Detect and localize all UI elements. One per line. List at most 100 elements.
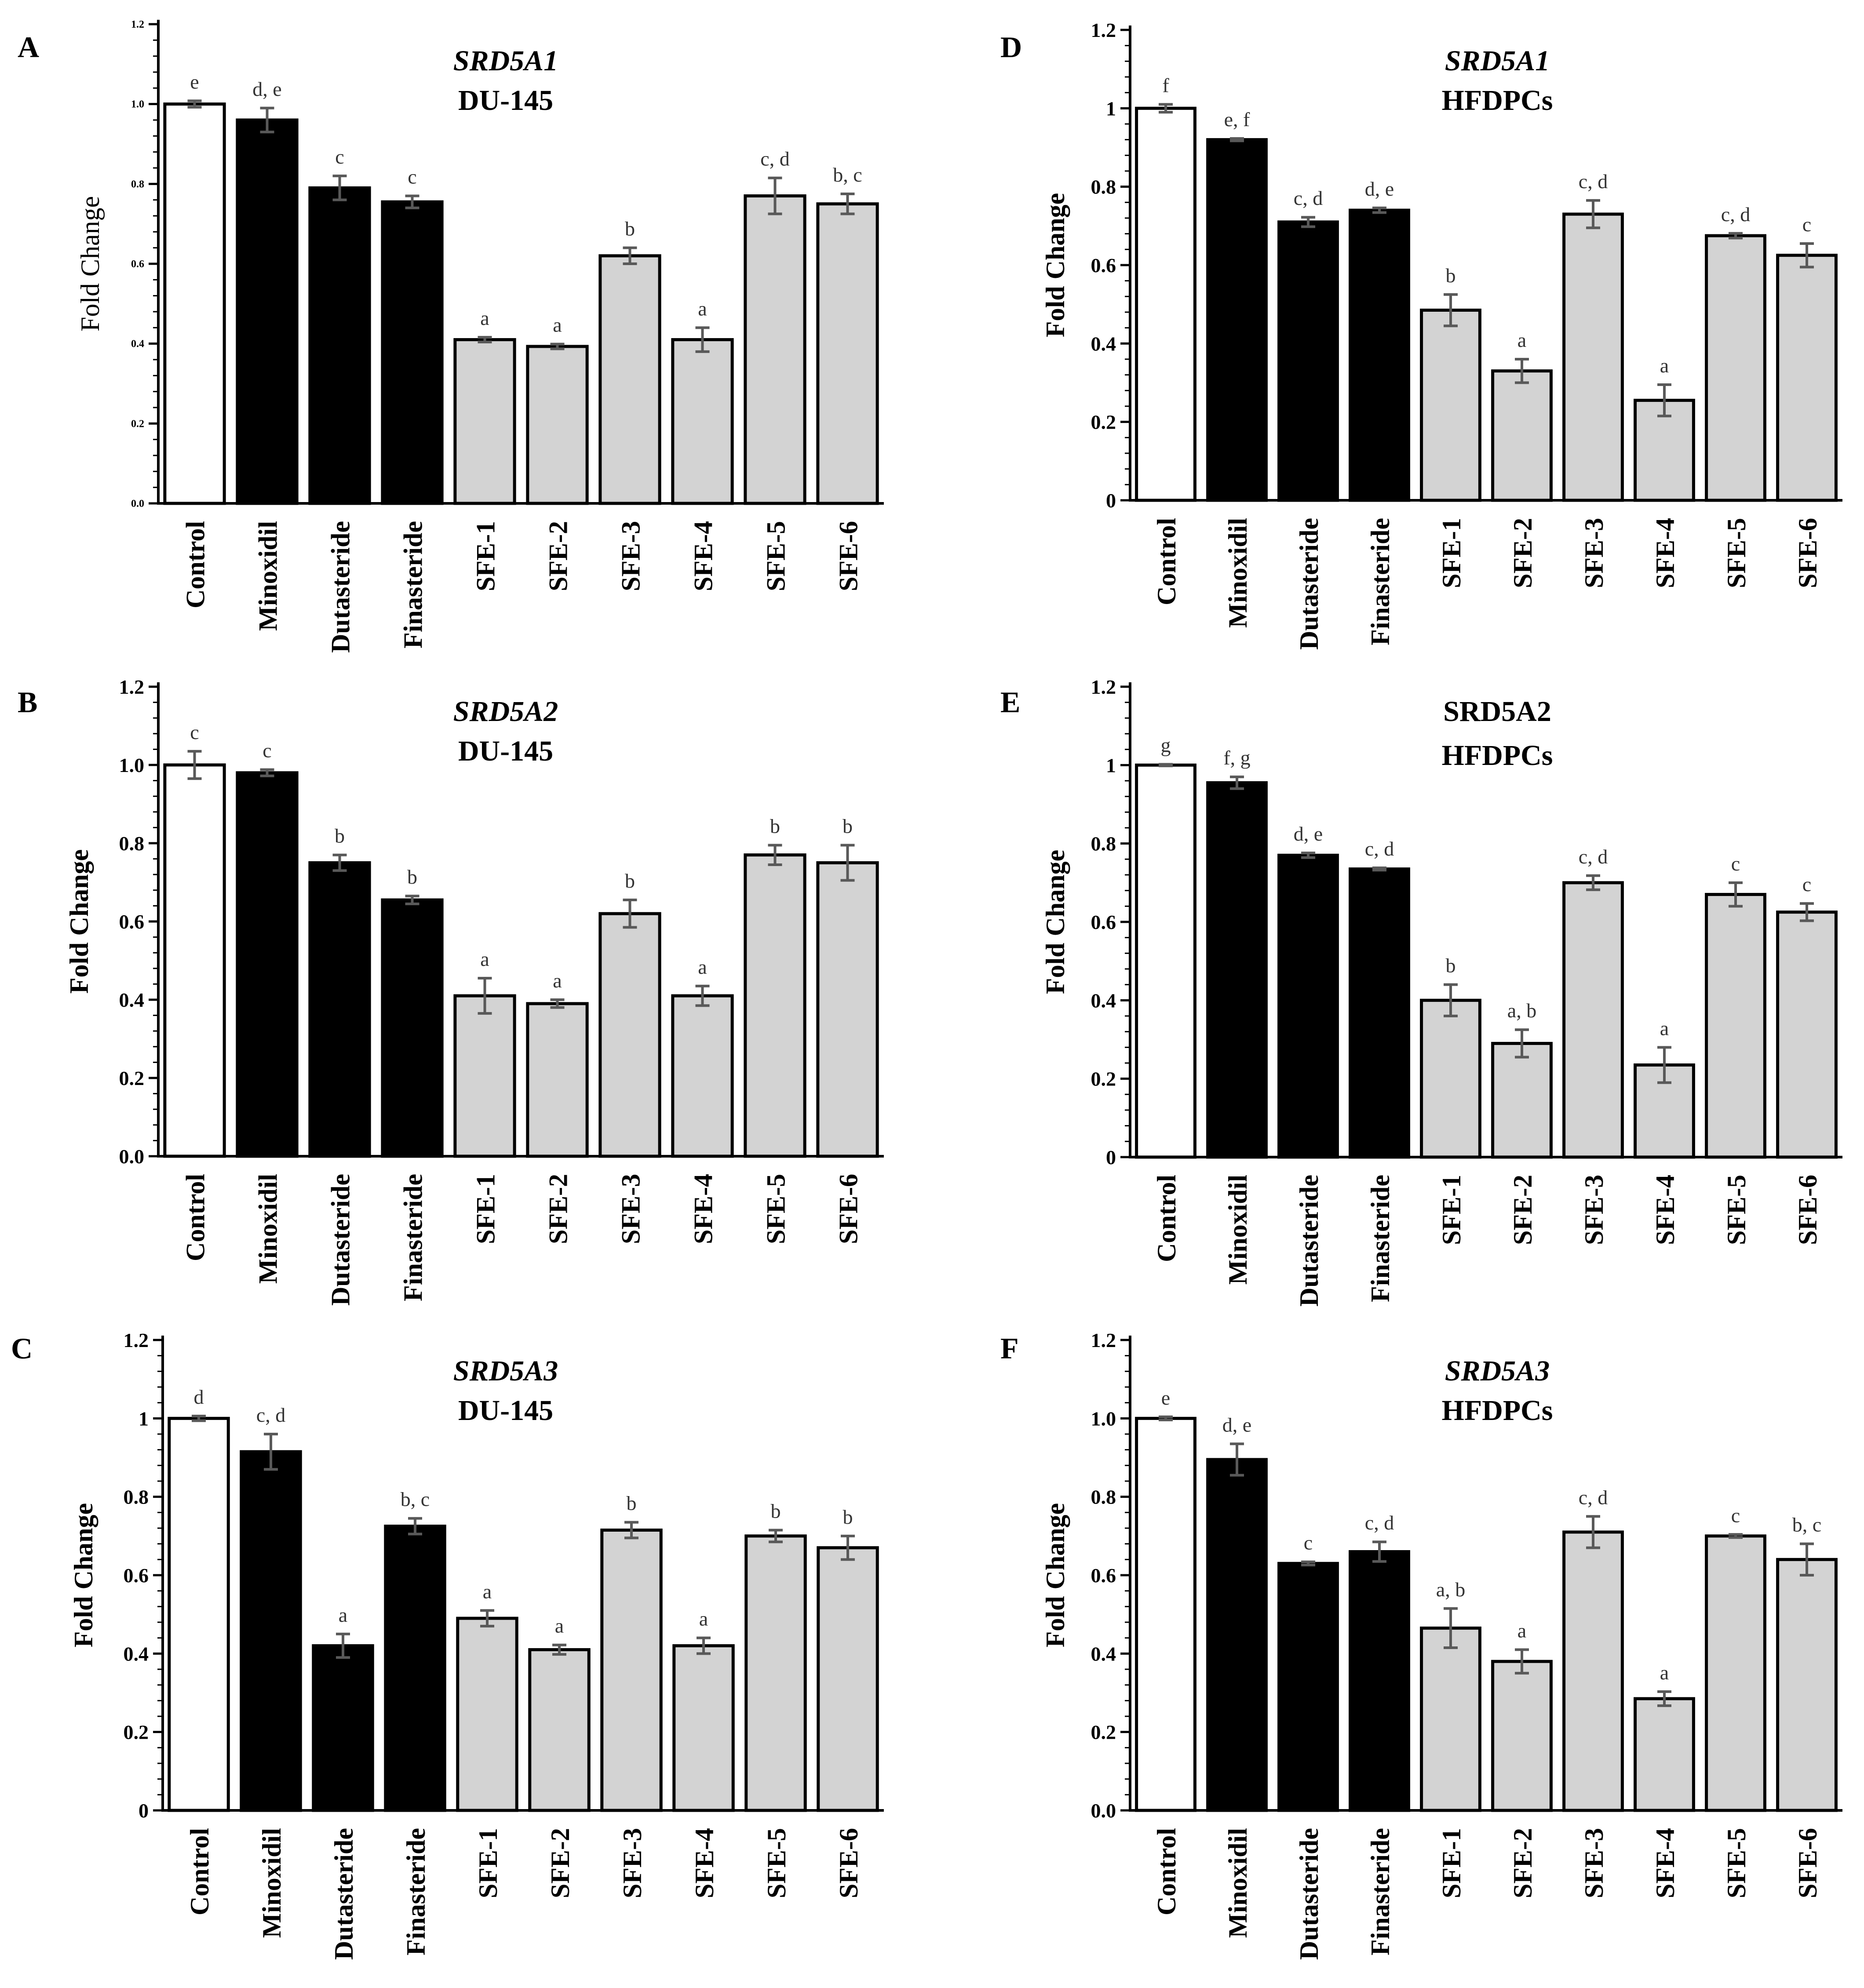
bar-sfe-4	[671, 338, 734, 505]
bar-minoxidil	[1206, 138, 1268, 502]
x-tick-label: SFE-3	[616, 521, 646, 591]
significance-label: c, d	[1579, 170, 1608, 193]
significance-label: a	[480, 307, 489, 329]
significance-label: a	[339, 1604, 347, 1626]
x-tick-label: Finasteride	[399, 521, 428, 648]
bar-sfe-6	[1776, 254, 1838, 502]
y-tick-label: 0.2	[131, 418, 144, 430]
bar-sfe-1	[453, 994, 516, 1158]
significance-label: e, f	[1224, 108, 1250, 131]
bar-dutasteride	[1277, 1562, 1339, 1812]
y-tick-label: 0	[1106, 1146, 1116, 1169]
bar-sfe-5	[1705, 1534, 1766, 1812]
bar-sfe-3	[598, 912, 661, 1158]
bar-dutasteride	[312, 1644, 374, 1812]
x-tick-label: SFE-6	[1793, 1828, 1822, 1898]
significance-label: b	[843, 1506, 853, 1528]
y-tick-label: 0.4	[119, 989, 145, 1011]
chart-panel-c: C SRD5A3 DU-145 Fold Change 0 0.2 0.4 0.6 0.8 1 1.…	[11, 1329, 884, 1960]
significance-label: b	[625, 870, 635, 892]
bar-control	[1135, 106, 1196, 502]
bar-minoxidil	[1206, 1458, 1268, 1812]
bar-sfe-4	[672, 1644, 735, 1812]
significance-label: c	[1731, 852, 1740, 875]
significance-label: b	[335, 825, 345, 847]
significance-label: b	[1446, 954, 1456, 977]
y-tick-label: 0.2	[1091, 1721, 1116, 1744]
chart-title: SRD5A2	[453, 695, 558, 728]
x-tick-label: Finasteride	[399, 1174, 428, 1301]
chart-title: SRD5A2	[1443, 695, 1551, 728]
y-tick-label: 1.2	[124, 1329, 149, 1351]
bar-sfe-3	[1562, 1530, 1624, 1812]
y-tick-label: 0.8	[1091, 1486, 1116, 1508]
y-tick-label: 0	[139, 1799, 149, 1822]
y-tick-label: 0.2	[124, 1721, 149, 1744]
panel-letter: E	[1000, 685, 1020, 719]
y-tick-label: 0.6	[131, 259, 144, 270]
significance-label: a	[699, 1608, 708, 1630]
significance-label: d, e	[1294, 823, 1323, 845]
bar-sfe-1	[453, 338, 516, 505]
significance-label: b	[627, 1492, 637, 1515]
x-tick-label: Control	[181, 1174, 210, 1261]
x-tick-label: Control	[181, 521, 210, 608]
significance-label: a	[1517, 329, 1526, 351]
bar-sfe-4	[1634, 1697, 1695, 1812]
significance-label: c	[1304, 1532, 1313, 1554]
panel-letter: D	[1000, 30, 1022, 64]
bar-sfe-1	[456, 1617, 518, 1812]
y-tick-label: 1	[1106, 97, 1116, 120]
significance-label: b	[770, 815, 780, 837]
x-tick-label: Finasteride	[401, 1828, 430, 1955]
significance-label: d, e	[1365, 178, 1394, 200]
y-tick-label: 0.6	[1091, 254, 1116, 277]
y-tick-label: 1	[139, 1407, 149, 1430]
bar-minoxidil	[1206, 781, 1268, 1159]
significance-label: e	[190, 70, 199, 93]
x-tick-label: SFE-1	[471, 521, 500, 591]
x-tick-label: Minoxidil	[257, 1828, 286, 1938]
x-tick-label: SFE-5	[762, 1174, 791, 1244]
bar-control	[1135, 763, 1196, 1159]
significance-label: b	[771, 1500, 781, 1522]
bar-control	[168, 1416, 230, 1812]
y-tick-label: 0.8	[1091, 176, 1116, 198]
x-tick-label: Dutasteride	[1295, 1828, 1324, 1960]
y-tick-label: 0.2	[1091, 1068, 1116, 1090]
significance-label: b	[625, 218, 635, 240]
significance-label: c	[190, 721, 199, 743]
y-axis-label: Fold Change	[1041, 850, 1070, 994]
y-tick-label: 0.6	[1091, 911, 1116, 933]
x-tick-label: Control	[1152, 1828, 1181, 1915]
y-tick-label: 0.6	[119, 910, 145, 933]
y-tick-label: 0.8	[124, 1486, 149, 1508]
significance-label: b	[1446, 264, 1456, 287]
significance-label: a	[555, 1615, 564, 1637]
x-tick-label: SFE-3	[1579, 1828, 1609, 1898]
significance-label: a, b	[1507, 999, 1536, 1022]
x-tick-label: SFE-4	[1651, 1828, 1680, 1898]
y-tick-label: 1.2	[1091, 1329, 1116, 1351]
significance-label: a	[553, 314, 562, 336]
x-tick-label: SFE-6	[834, 521, 863, 591]
significance-label: c	[335, 146, 344, 168]
y-tick-label: 0.8	[131, 178, 144, 190]
y-tick-label: 0.6	[1091, 1564, 1116, 1587]
x-tick-label: Control	[1152, 518, 1181, 605]
significance-label: b	[843, 815, 853, 837]
bar-sfe-6	[1776, 1558, 1838, 1812]
y-tick-label: 1.0	[1091, 1407, 1116, 1430]
bar-minoxidil	[236, 771, 299, 1158]
bar-finasteride	[384, 1525, 446, 1812]
y-tick-label: 1.2	[1091, 19, 1116, 41]
chart-panel-e: E SRD5A2 HFDPCs Fold Change 0 0.2 0.4 0.6 0.8 1 1.…	[1000, 676, 1842, 1307]
x-tick-label: SFE-4	[689, 521, 718, 591]
y-tick-label: 0.6	[124, 1564, 149, 1587]
x-tick-label: SFE-2	[544, 1174, 573, 1244]
x-tick-label: SFE-1	[1437, 1175, 1466, 1245]
x-tick-label: SFE-4	[1651, 518, 1680, 588]
significance-label: c, d	[760, 148, 789, 170]
significance-label: a	[1517, 1619, 1526, 1642]
bar-sfe-6	[816, 202, 879, 505]
